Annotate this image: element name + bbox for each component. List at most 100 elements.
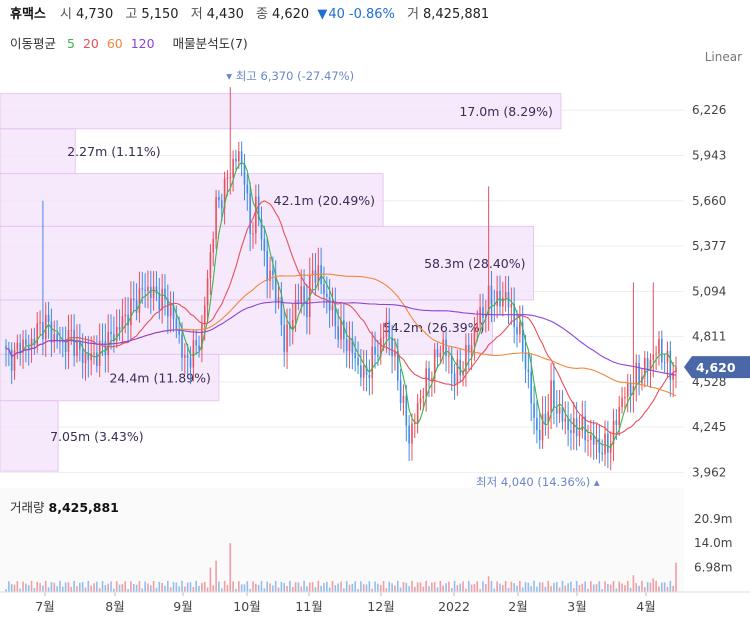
volume-bar [212, 585, 215, 592]
volume-bar [652, 578, 655, 592]
candle [558, 389, 561, 424]
volume-bar [521, 587, 524, 592]
candle [598, 424, 601, 464]
candle [388, 308, 391, 356]
volume-profile-label: 58.3m (28.40%) [424, 256, 525, 271]
volume-bar [195, 580, 198, 592]
volume-bar [658, 586, 660, 592]
volume-bar [601, 589, 603, 592]
volume-bar [555, 582, 558, 592]
volume-bar [328, 587, 331, 592]
volume-bar [536, 586, 538, 592]
volume-bar [135, 584, 138, 592]
candle [510, 287, 513, 325]
candle [385, 307, 388, 353]
volume-bar [450, 587, 453, 592]
volume-bar [283, 582, 286, 592]
volume-bar [541, 582, 544, 592]
candle [331, 287, 334, 327]
volume-bar [308, 582, 311, 592]
candle [149, 270, 152, 315]
volume-bar [570, 581, 572, 592]
candle [502, 281, 504, 317]
volume-bar [439, 580, 442, 592]
volume-bar [382, 580, 385, 592]
candle [50, 308, 53, 357]
volume-bar [209, 567, 212, 592]
candle [553, 362, 555, 425]
volume-bar [22, 581, 24, 592]
candle [186, 343, 189, 376]
candle [93, 335, 95, 365]
volume-bar [371, 588, 374, 592]
candle [357, 341, 359, 375]
candle [138, 271, 141, 323]
volume-tick-label: 20.9m [694, 512, 732, 526]
low-value: 4,430 [206, 7, 244, 22]
volume-bar [297, 582, 300, 592]
volume-bar [572, 588, 575, 592]
candle [360, 349, 362, 387]
candle [513, 287, 515, 344]
volume-bar [663, 582, 666, 592]
x-tick-label: 11월 [295, 599, 322, 614]
candle [456, 349, 459, 396]
indicator-legend[interactable]: 이동평균 5 20 60 120 매물분석도(7) [10, 33, 252, 52]
volume-bar [300, 586, 303, 592]
volume-bar [235, 588, 237, 592]
candle [365, 350, 368, 392]
candle [612, 408, 615, 462]
candle [374, 331, 376, 369]
candle [487, 186, 490, 331]
candle [590, 419, 592, 458]
volume-bar [470, 584, 473, 592]
candle [255, 184, 257, 245]
volume-bar [431, 582, 433, 592]
candle [624, 386, 626, 409]
volume-bar [632, 575, 635, 592]
volume-bar [226, 584, 229, 592]
volume-bar [167, 580, 169, 592]
candle [280, 282, 283, 336]
volume-bar [453, 580, 456, 592]
volume-bar [314, 587, 317, 592]
volume-bar [649, 582, 652, 592]
candle [527, 351, 530, 389]
ma-title[interactable]: 이동평균 [10, 36, 57, 51]
volume-bar [184, 586, 186, 592]
candle [547, 394, 550, 439]
volume-profile-title[interactable]: 매물분석도(7) [172, 36, 248, 51]
volume-bar [320, 585, 322, 592]
candle [414, 413, 416, 439]
candle [184, 343, 186, 375]
candle [544, 396, 547, 436]
candle [246, 174, 249, 211]
candle [115, 309, 118, 348]
volume-bar [575, 580, 578, 592]
candle [419, 389, 422, 411]
candle [658, 331, 660, 366]
x-tick-label: 9월 [173, 599, 192, 614]
candle [371, 331, 374, 395]
volume-bar [107, 583, 110, 592]
volume-bar [351, 583, 354, 592]
volume-bar [482, 581, 484, 592]
candle [609, 431, 612, 471]
candle [572, 401, 575, 450]
volume-bar [311, 582, 314, 592]
volume-bar [459, 583, 462, 592]
scale-mode-toggle[interactable]: Linear [704, 50, 742, 64]
candle [425, 360, 427, 412]
volume-bar [396, 580, 399, 592]
volume-bar [237, 581, 240, 592]
volume-bar [39, 583, 41, 592]
volume-bar [391, 583, 393, 592]
candle [81, 333, 84, 379]
volume-profile-label: 24.4m (11.89%) [109, 371, 210, 386]
volume-bar [323, 583, 325, 592]
low-label: 저 [190, 7, 203, 22]
volume-bar [507, 587, 510, 592]
candle [436, 342, 439, 369]
volume-label: 거 [407, 7, 419, 22]
